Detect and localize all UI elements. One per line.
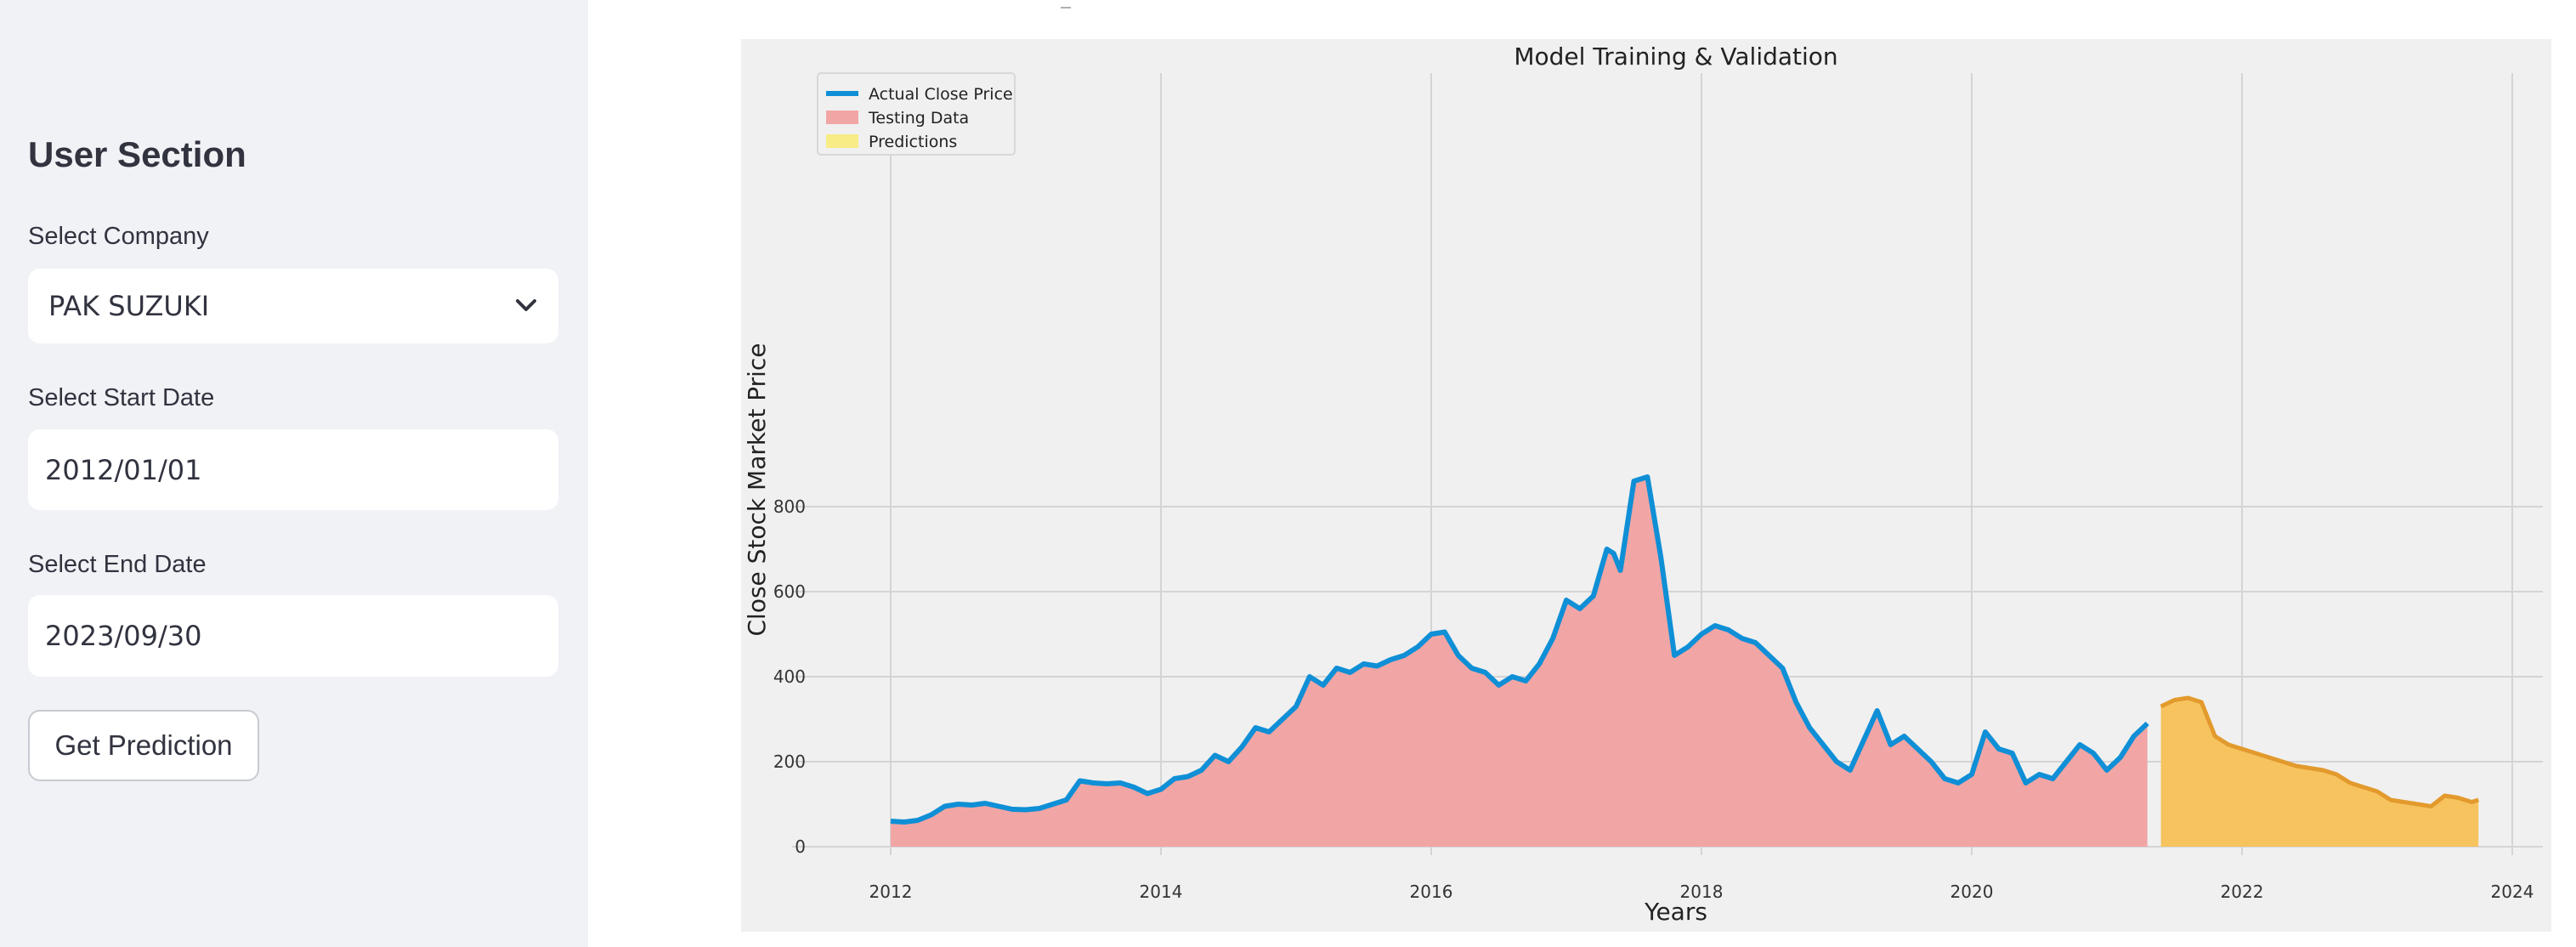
chart-areas [891,477,2479,847]
y-tick-label: 600 [773,581,806,602]
predictions-area [2160,698,2479,847]
legend-label-predictions: Predictions [869,133,957,151]
y-tick-label: 400 [773,666,806,687]
chevron-down-icon [514,294,538,318]
actual-close-price-line [890,474,2149,825]
legend-label-actual: Actual Close Price [869,85,1013,104]
y-tick-label: 800 [773,496,806,517]
legend-label-testing: Testing Data [868,109,969,128]
sidebar: User Section Select Company PAK SUZUKI S… [0,0,588,947]
company-select-value: PAK SUZUKI [48,290,210,322]
legend-swatch-testing [826,111,858,124]
top-divider [1061,7,1071,9]
company-label: Select Company [28,223,209,250]
x-tick-label: 2022 [2221,882,2264,902]
y-tick-label: 200 [773,751,806,772]
x-tick-label: 2018 [1680,882,1724,902]
chart-lines [890,474,2479,825]
chart-container: 2012 2014 2016 2018 2020 2022 2024 0 200 400 600 80… [741,39,2551,932]
x-tick-label: 2014 [1140,882,1183,902]
y-axis-label: Close Stock Market Price [743,343,771,636]
sidebar-title: User Section [28,134,246,174]
x-tick-label: 2016 [1410,882,1453,902]
legend-box [817,72,1016,156]
x-tick-label: 2024 [2491,882,2534,902]
y-tick-label: 0 [795,836,806,857]
x-tick-label: 2012 [869,882,913,902]
end-date-input[interactable]: 2023/09/30 [28,595,558,677]
x-axis-label: Years [1644,898,1707,926]
predictions-line [2160,695,2479,808]
end-date-value: 2023/09/30 [45,620,202,652]
start-date-value: 2012/01/01 [45,453,202,486]
chart-ticks: 2012 2014 2016 2018 2020 2022 2024 0 200 400 600 80… [773,496,2534,902]
start-date-input[interactable]: 2012/01/01 [28,429,558,510]
legend: Actual Close Price Testing Data Prediction… [817,72,1016,156]
get-prediction-button[interactable]: Get Prediction [28,710,259,781]
testing-data-area [891,477,2148,847]
end-date-label: Select End Date [28,551,207,578]
company-select[interactable]: PAK SUZUKI [28,269,558,343]
chart-title: Model Training & Validation [1514,43,1837,71]
x-tick-label: 2020 [1950,882,1994,902]
start-date-label: Select Start Date [28,384,215,411]
legend-swatch-predictions [826,134,858,148]
chart-svg: 2012 2014 2016 2018 2020 2022 2024 0 200 400 600 80… [743,43,2543,926]
